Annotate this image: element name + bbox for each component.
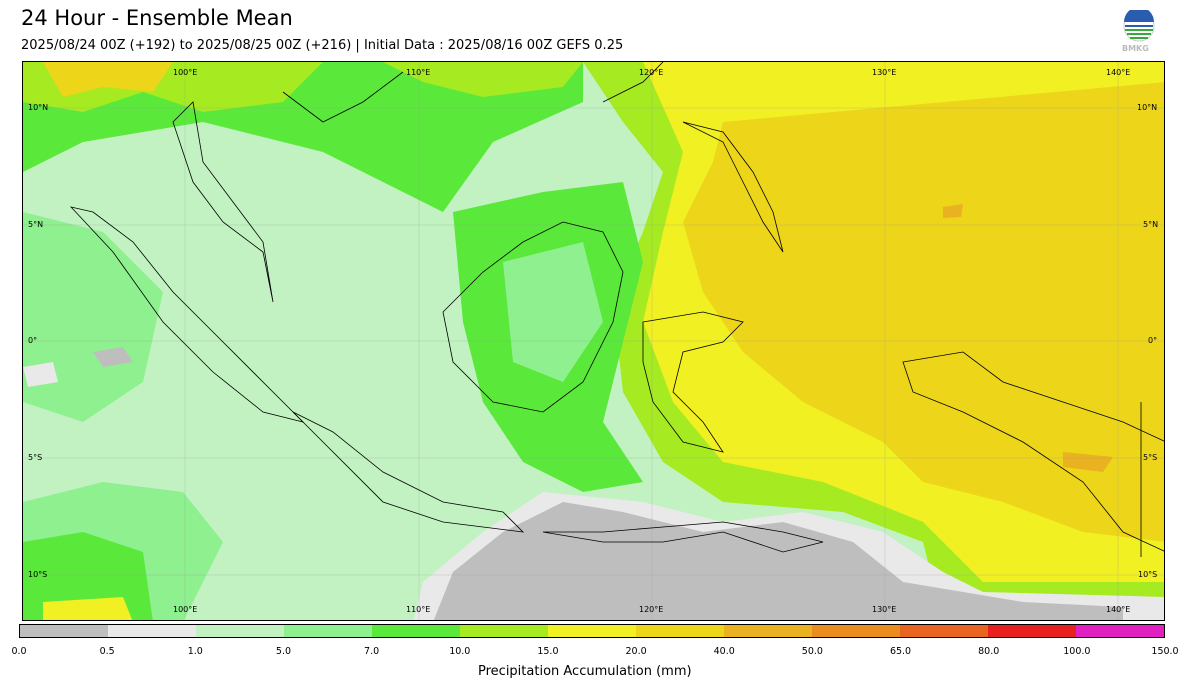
lat-label-right: 5°N: [1143, 220, 1159, 229]
colorbar-segment: [636, 625, 724, 637]
gold-region-northwest: [43, 62, 173, 97]
orange-patch-papua: [1063, 452, 1113, 472]
logo-emblem-icon: [1123, 7, 1155, 42]
colorbar-tick-label: 0.5: [99, 646, 115, 657]
colorbar-tick-label: 65.0: [889, 646, 912, 657]
colorbar-tick-label: 150.0: [1151, 646, 1179, 657]
orange-patch-pacific: [943, 204, 963, 218]
logo-text: BMKG: [1122, 44, 1149, 53]
colorbar: [19, 624, 1165, 638]
colorbar-tick-label: 80.0: [978, 646, 1000, 657]
lat-label-right: 10°S: [1138, 570, 1158, 579]
colorbar-segment: [284, 625, 372, 637]
java-coast: [292, 411, 525, 533]
colorbar-segment: [724, 625, 812, 637]
colorbar-tick-label: 40.0: [713, 646, 735, 657]
colorbar-segment: [20, 625, 108, 637]
bmkg-logo: [1121, 7, 1157, 56]
colorbar-tick-label: 5.0: [275, 646, 292, 657]
lightgreen-region-borneo: [503, 242, 603, 382]
colorbar-tick-label: 1.0: [187, 646, 203, 657]
lon-label-top: 110°E: [406, 68, 431, 77]
borneo-coast: [442, 221, 624, 413]
lon-label-top: 140°E: [1106, 68, 1131, 77]
lon-label-top: 130°E: [872, 68, 897, 77]
lat-label-left: 5°S: [28, 453, 43, 462]
lat-label-left: 10°N: [28, 103, 49, 112]
colorbar-tick-label: 0.0: [11, 646, 27, 657]
lat-label-right: 5°S: [1143, 453, 1158, 462]
colorbar-tick-label: 50.0: [801, 646, 823, 657]
graticule: [23, 62, 1164, 620]
lon-label-bottom: 110°E: [406, 605, 431, 614]
sumatra-coast: [69, 206, 305, 423]
colorbar-segment: [988, 625, 1076, 637]
coastlines: [69, 62, 1164, 557]
colorbar-segment: [548, 625, 636, 637]
lesser-sunda-coast: [542, 521, 824, 553]
lightgreen-region-west: [23, 212, 163, 422]
colorbar-segment: [108, 625, 196, 637]
lon-label-bottom: 100°E: [173, 605, 198, 614]
sulawesi-coast: [642, 311, 744, 453]
grey-patch-west: [93, 347, 133, 367]
lat-label-left: 10°S: [28, 570, 48, 579]
lat-label-right: 0°: [1148, 336, 1158, 345]
lightgrey-patch-west: [23, 362, 58, 387]
colorbar-segment: [372, 625, 460, 637]
lon-label-bottom: 130°E: [872, 605, 897, 614]
map-title: 24 Hour - Ensemble Mean: [21, 6, 293, 30]
lon-label-bottom: 140°E: [1106, 605, 1131, 614]
colorbar-title: Precipitation Accumulation (mm): [478, 664, 692, 679]
lon-label-bottom: 120°E: [639, 605, 664, 614]
yellowgreen-region-north: [383, 62, 583, 97]
malay-peninsula-coast: [172, 101, 274, 303]
lon-label-top: 120°E: [639, 68, 664, 77]
lat-label-left: 0°: [28, 336, 38, 345]
philippines-coast: [602, 62, 784, 253]
precipitation-map: 100°E 110°E 120°E 130°E 140°E 100°E 110°…: [22, 61, 1165, 621]
colorbar-segment: [812, 625, 900, 637]
map-subtitle: 2025/08/24 00Z (+192) to 2025/08/25 00Z …: [21, 38, 624, 53]
indochina-coast: [282, 71, 404, 123]
colorbar-segment: [196, 625, 284, 637]
colorbar-segment: [460, 625, 548, 637]
lat-label-left: 5°N: [28, 220, 44, 229]
green-region-north: [23, 62, 583, 212]
colorbar-tick-label: 20.0: [625, 646, 647, 657]
colorbar-tick-label: 15.0: [537, 646, 559, 657]
precipitation-field: [23, 62, 1164, 620]
gold-region-east: [683, 82, 1164, 542]
colorbar-segment: [900, 625, 988, 637]
colorbar-segment: [1076, 625, 1164, 637]
colorbar-tick-label: 100.0: [1063, 646, 1091, 657]
colorbar-tick-label: 7.0: [364, 646, 380, 657]
colorbar-tick-label: 10.0: [449, 646, 471, 657]
papua-coast: [902, 351, 1164, 552]
lat-label-right: 10°N: [1137, 103, 1158, 112]
yellow-region-southwest: [43, 597, 133, 620]
lon-label-top: 100°E: [173, 68, 198, 77]
